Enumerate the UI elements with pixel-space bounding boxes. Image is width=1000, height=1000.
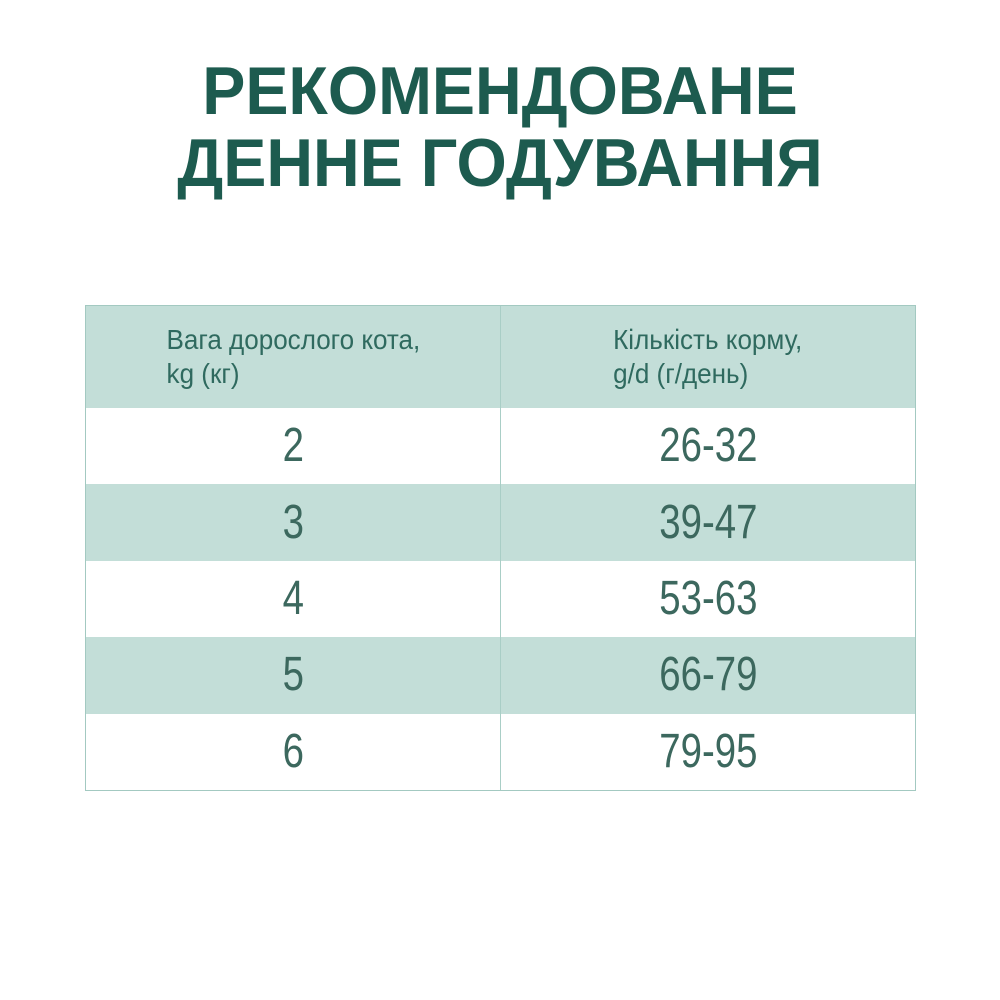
weight-value: 6: [282, 724, 304, 778]
table-row: 2 26-32: [86, 408, 915, 485]
weight-cell: 5: [86, 637, 500, 713]
amount-cell: 39-47: [500, 484, 915, 561]
weight-cell: 4: [86, 561, 500, 637]
weight-cell: 6: [86, 714, 500, 790]
page-title-line2: ДЕННЕ ГОДУВАННЯ: [177, 125, 823, 201]
table-row: 4 53-63: [86, 560, 915, 638]
amount-cell: 79-95: [500, 713, 915, 790]
header-amount-line1: Кількість корму,: [613, 324, 803, 355]
weight-cell: 2: [86, 408, 500, 484]
table-row: 3 39-47: [86, 484, 915, 561]
header-weight-label: Вага дорослого кота, kg (кг): [166, 323, 420, 391]
header-cell-weight: Вага дорослого кота, kg (кг): [86, 306, 500, 408]
header-weight-line1: Вага дорослого кота,: [166, 324, 420, 355]
amount-cell: 53-63: [500, 560, 915, 638]
table-header-row: Вага дорослого кота, kg (кг) Кількість к…: [86, 306, 915, 408]
weight-value: 3: [282, 495, 304, 549]
feeding-table: Вага дорослого кота, kg (кг) Кількість к…: [85, 305, 916, 791]
amount-cell: 66-79: [500, 637, 915, 714]
header-amount-label: Кількість корму, g/d (г/день): [613, 323, 802, 391]
page-title-line1: РЕКОМЕНДОВАНЕ: [202, 53, 798, 129]
amount-value: 53-63: [658, 571, 758, 625]
header-amount-line2: g/d (г/день): [613, 358, 749, 389]
table-row: 6 79-95: [86, 713, 915, 790]
amount-cell: 26-32: [500, 408, 915, 485]
amount-value: 26-32: [658, 419, 758, 473]
header-weight-line2: kg (кг): [166, 358, 240, 389]
header-cell-amount: Кількість корму, g/d (г/день): [500, 306, 915, 408]
amount-value: 66-79: [658, 648, 758, 702]
amount-value: 39-47: [658, 495, 758, 549]
weight-cell: 3: [86, 484, 500, 560]
page-title: РЕКОМЕНДОВАНЕ ДЕННЕ ГОДУВАННЯ: [0, 55, 1000, 199]
weight-value: 2: [282, 419, 304, 473]
table-row: 5 66-79: [86, 637, 915, 714]
amount-value: 79-95: [658, 724, 758, 778]
weight-value: 4: [282, 571, 304, 625]
weight-value: 5: [282, 648, 304, 702]
